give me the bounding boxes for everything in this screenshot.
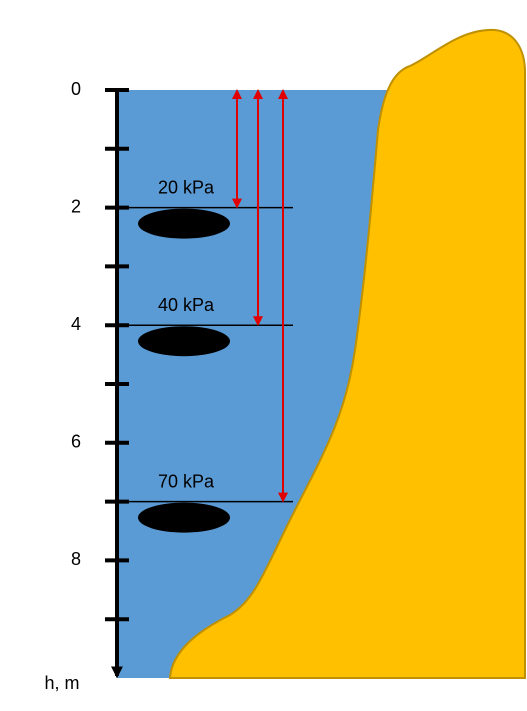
body <box>138 502 230 533</box>
tick-label: 4 <box>71 314 81 334</box>
tick-label: 0 <box>71 79 81 99</box>
tick-label: 8 <box>71 549 81 569</box>
body <box>138 326 230 357</box>
shore <box>168 28 526 679</box>
axis-label: h, m <box>44 673 79 693</box>
tick-label: 2 <box>71 196 81 216</box>
body <box>138 208 230 239</box>
pressure-label: 40 kPa <box>158 295 215 315</box>
pressure-label: 70 kPa <box>158 471 215 491</box>
pressure-label: 20 kPa <box>158 177 215 197</box>
tick-label: 6 <box>71 432 81 452</box>
